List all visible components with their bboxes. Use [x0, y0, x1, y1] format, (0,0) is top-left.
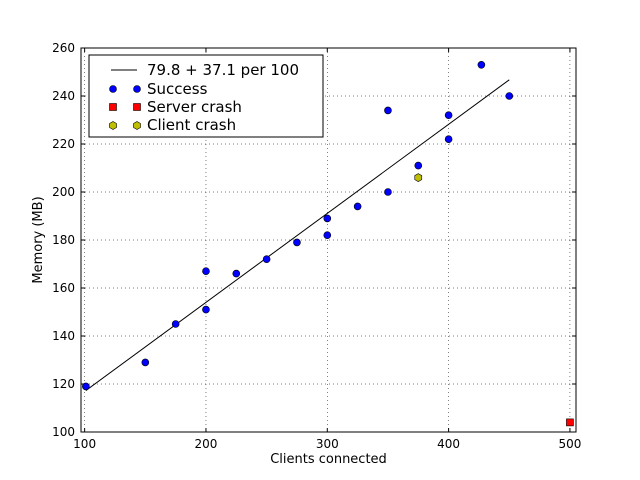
success-point [505, 92, 514, 100]
success-point [262, 255, 271, 264]
y-axis-label: Memory (MB) [31, 196, 46, 283]
success-point [384, 188, 392, 196]
success-point [141, 358, 150, 367]
legend-server-crash-label: Server crash [147, 98, 242, 116]
x-tick-label: 200 [195, 437, 218, 451]
client-crash-point [414, 173, 423, 182]
success-point [444, 135, 453, 143]
legend-client-crash-label: Client crash [147, 116, 236, 134]
legend-success-marker-b [133, 85, 141, 93]
x-tick-label: 300 [316, 437, 339, 451]
y-tick-label: 120 [52, 377, 75, 391]
success-point [202, 267, 210, 276]
fit-line [85, 79, 510, 391]
success-point [82, 382, 90, 391]
x-tick-label: 400 [437, 437, 460, 451]
y-tick-label: 260 [52, 41, 75, 55]
success-point [414, 161, 423, 170]
legend-server-crash-marker-b [133, 103, 141, 111]
data-points [82, 61, 574, 427]
success-point [323, 231, 332, 239]
y-tick-label: 240 [52, 89, 75, 103]
success-point [444, 111, 453, 119]
y-tick-label: 200 [52, 185, 75, 199]
legend-client-crash-marker-b [133, 121, 141, 130]
success-point [477, 61, 486, 69]
y-tick-label: 220 [52, 137, 75, 151]
success-point [232, 269, 241, 278]
plot-area-frame [80, 47, 577, 433]
x-tick-label: 500 [558, 437, 581, 451]
legend-fit-line-label: 79.8 + 37.1 per 100 [147, 61, 299, 79]
success-point [384, 106, 392, 115]
y-tick-label: 180 [52, 233, 75, 247]
y-tick-label: 100 [52, 425, 75, 439]
legend-box [88, 54, 324, 138]
success-point [293, 238, 301, 247]
success-point [171, 320, 180, 328]
server-crash-point [566, 418, 574, 427]
legend-server-crash-marker-a [109, 103, 117, 111]
success-point [202, 305, 210, 314]
y-tick-label: 160 [52, 281, 75, 295]
tick-labels: 100 200 300 400 500 100 120 140 160 180 200 220 240 2… [52, 41, 581, 451]
legend-success-label: Success [147, 80, 208, 98]
legend: 79.8 + 37.1 per 100 Success Server crash… [88, 54, 324, 138]
fit-line-layer [85, 79, 510, 391]
legend-success-marker-a [109, 85, 117, 93]
x-axis-label: Clients connected [270, 452, 387, 467]
success-point [353, 202, 362, 211]
y-tick-label: 140 [52, 329, 75, 343]
success-point [323, 214, 332, 223]
legend-client-crash-marker-a [109, 121, 117, 130]
x-tick-label: 100 [73, 437, 96, 451]
